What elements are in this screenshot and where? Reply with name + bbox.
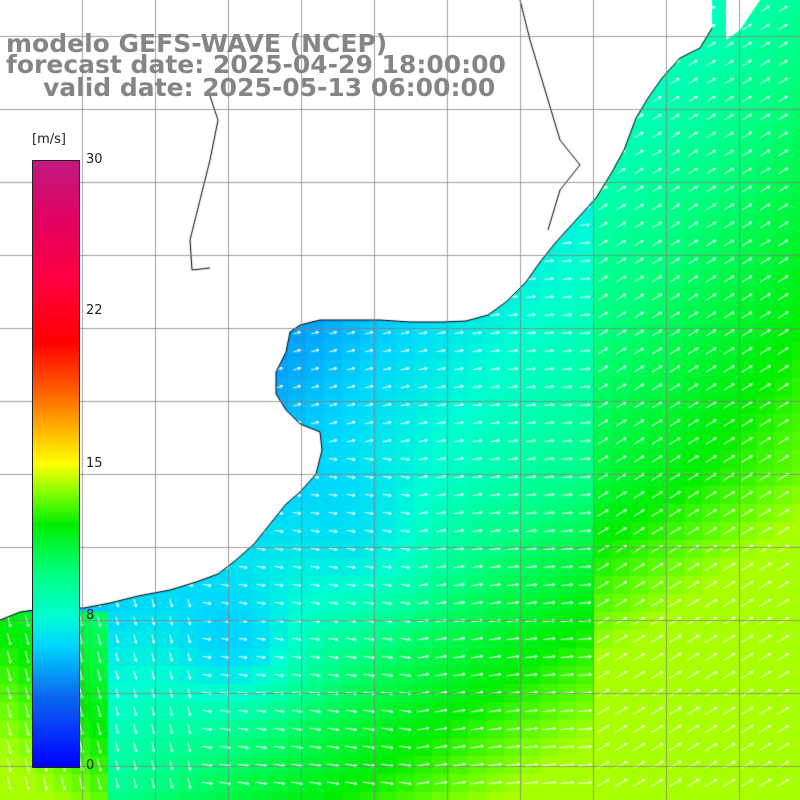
valid-date-label: valid date: 2025-05-13 06:00:00	[43, 73, 496, 102]
colorbar-tick-8: 8	[86, 608, 95, 623]
forecast-date-label: forecast date: 2025-04-29 18:00:00	[6, 50, 506, 79]
colorbar-unit-label: [m/s]	[32, 132, 66, 147]
colorbar-tick-0: 0	[86, 758, 95, 773]
colorbar-tick-15: 15	[86, 456, 103, 471]
colorbar-tick-22: 22	[86, 303, 103, 318]
model-title: modelo GEFS-WAVE (NCEP)	[6, 29, 388, 58]
colorbar-tick-30: 30	[86, 152, 103, 167]
colorbar	[32, 160, 80, 768]
